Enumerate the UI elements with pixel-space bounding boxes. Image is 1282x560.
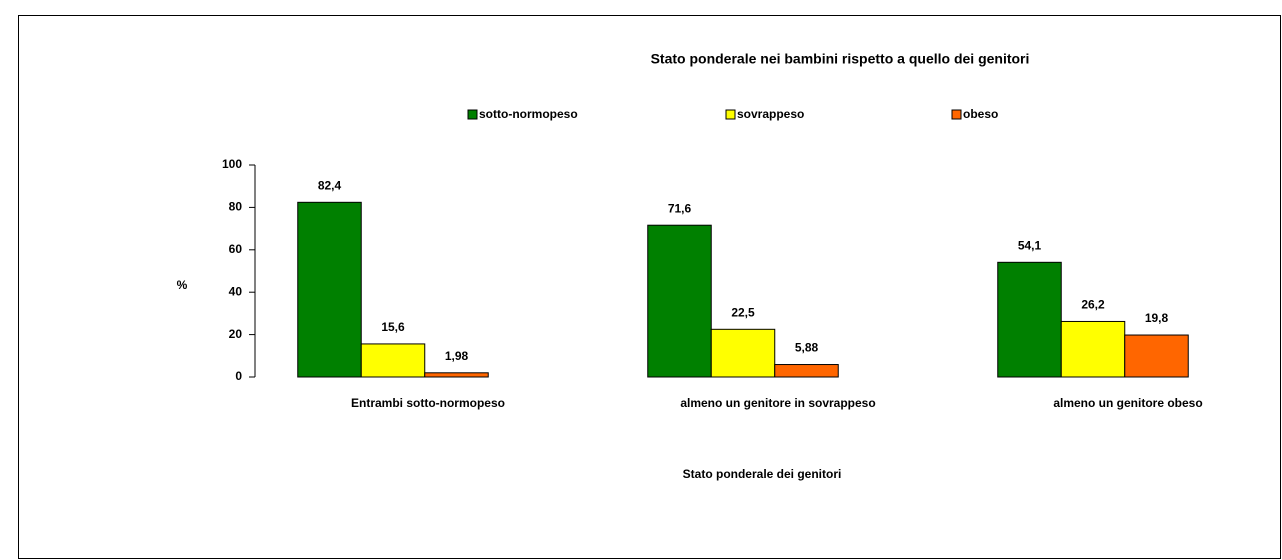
- legend-swatch: [951, 109, 962, 120]
- bar: [710, 328, 776, 378]
- chart-title: Stato ponderale nei bambini rispetto a q…: [651, 51, 1030, 67]
- x-tick-label: Entrambi sotto-normopeso: [351, 396, 505, 410]
- bar: [1124, 334, 1189, 378]
- y-tick-label: 60: [229, 242, 243, 256]
- bar: [297, 201, 362, 378]
- data-label: 71,6: [668, 201, 692, 215]
- legend-swatch: [725, 109, 736, 120]
- y-tick-label: 20: [229, 327, 243, 341]
- x-axis-title: Stato ponderale dei genitori: [683, 467, 842, 481]
- bar: [424, 372, 489, 378]
- data-label: 1,98: [445, 349, 469, 363]
- data-label: 5,88: [795, 341, 819, 355]
- bar: [774, 364, 839, 378]
- data-label: 19,8: [1145, 311, 1169, 325]
- legend-label: sotto-normopeso: [479, 107, 578, 121]
- y-tick-label: 0: [235, 369, 242, 383]
- data-label: 15,6: [381, 320, 405, 334]
- y-tick-label: 40: [229, 284, 243, 298]
- data-label: 26,2: [1081, 298, 1105, 312]
- bar: [997, 261, 1062, 378]
- y-tick-label: 100: [222, 157, 242, 171]
- x-tick-label: almeno un genitore obeso: [1053, 396, 1202, 410]
- data-label: 82,4: [318, 178, 342, 192]
- y-tick-label: 80: [229, 200, 243, 214]
- x-tick-label: almeno un genitore in sovrappeso: [680, 396, 875, 410]
- legend-label: obeso: [963, 107, 998, 121]
- bar: [360, 343, 426, 378]
- legend-swatch: [467, 109, 478, 120]
- data-label: 22,5: [731, 305, 755, 319]
- bar: [1060, 320, 1126, 378]
- data-label: 54,1: [1018, 238, 1042, 252]
- y-axis-title: %: [177, 278, 188, 292]
- bar: [647, 224, 712, 378]
- legend-label: sovrappeso: [737, 107, 804, 121]
